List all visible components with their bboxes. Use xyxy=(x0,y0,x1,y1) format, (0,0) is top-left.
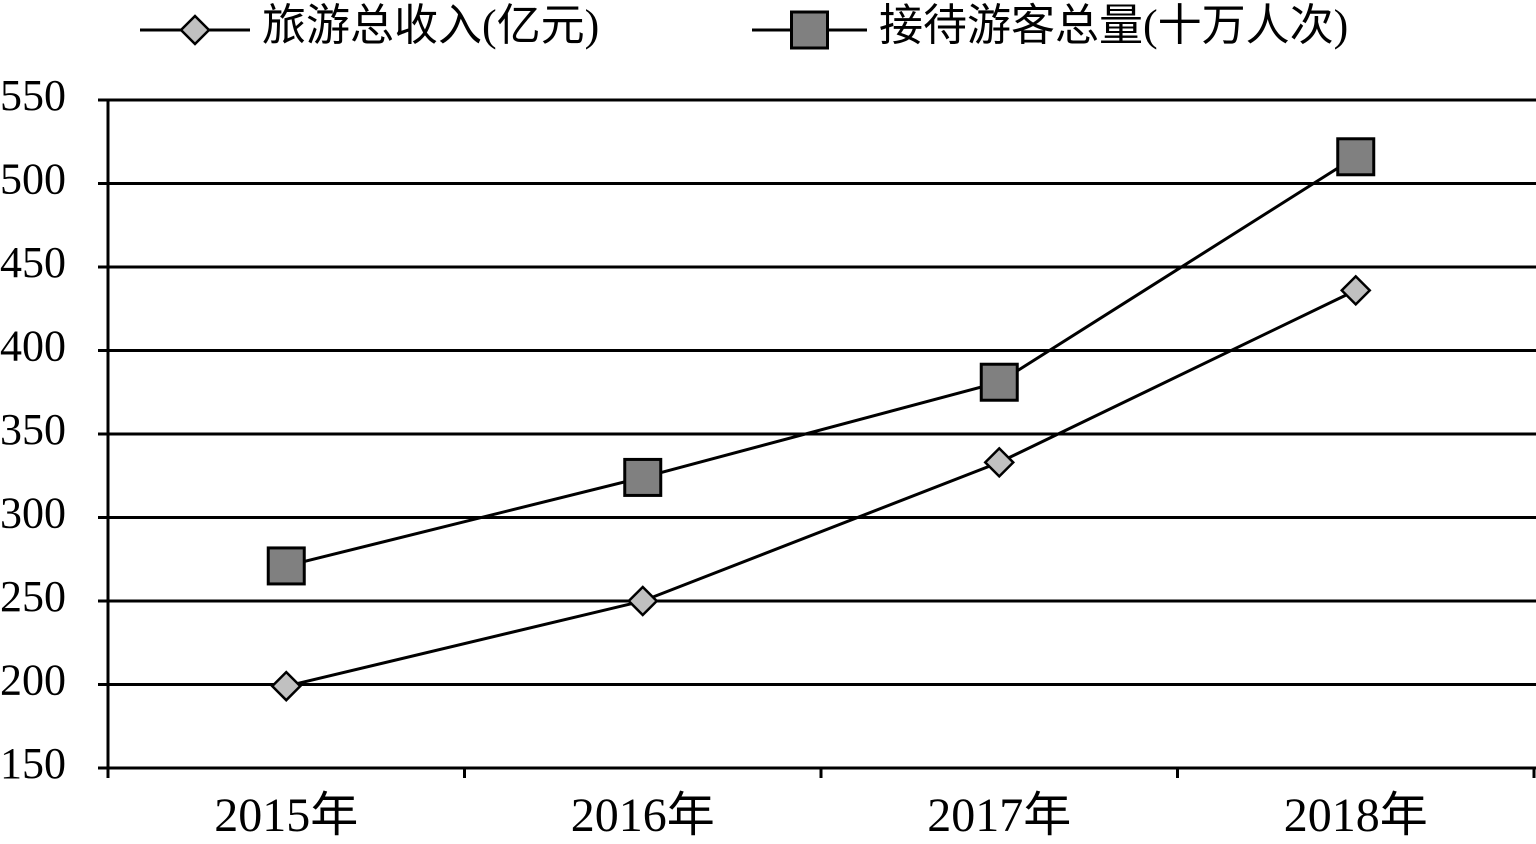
legend-marker xyxy=(790,10,829,50)
y-tick-label: 500 xyxy=(0,155,66,204)
x-tick-label: 2016年 xyxy=(571,789,715,842)
y-tick-label: 400 xyxy=(0,322,66,371)
point-marker xyxy=(266,546,306,586)
point-marker xyxy=(979,362,1019,402)
y-tick-label: 150 xyxy=(0,739,66,788)
point-marker xyxy=(623,457,663,497)
y-tick-label: 200 xyxy=(0,656,66,705)
point-marker xyxy=(1339,274,1372,307)
x-tick-label: 2018年 xyxy=(1284,789,1428,842)
x-tick-label: 2015年 xyxy=(214,789,358,842)
point-marker xyxy=(270,670,303,702)
y-tick-label: 450 xyxy=(0,238,66,287)
y-tick-label: 550 xyxy=(0,71,66,120)
point-marker xyxy=(983,446,1016,479)
y-tick-label: 250 xyxy=(0,572,66,621)
legend-marker xyxy=(179,14,211,46)
series-line xyxy=(285,289,1357,688)
y-tick-label: 300 xyxy=(0,489,66,538)
legend-label: 旅游总收入(亿元) xyxy=(262,1,599,50)
point-marker xyxy=(1336,137,1376,177)
y-tick-label: 350 xyxy=(0,405,66,454)
x-tick-label: 2017年 xyxy=(927,789,1071,842)
point-marker xyxy=(626,585,659,617)
series-line xyxy=(285,155,1357,568)
legend-label: 接待游客总量(十万人次) xyxy=(879,1,1348,50)
